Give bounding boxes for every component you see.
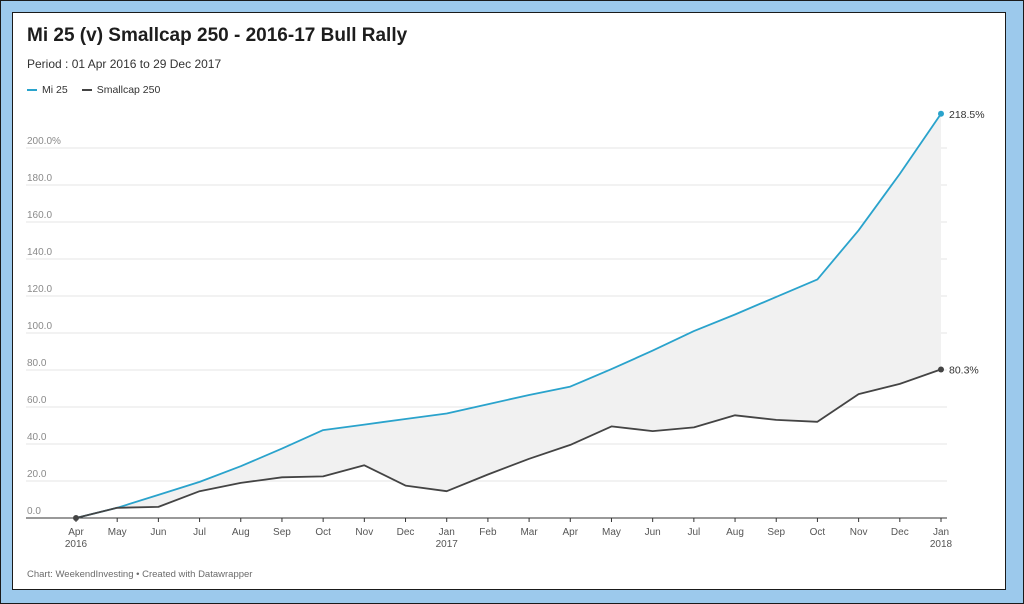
series-line-smallcap xyxy=(75,368,942,519)
line-chart: 0.0 20.0 40.0 60.0 80.0 100.0 120.0 140.0 160.0 1… xyxy=(26,109,985,550)
end-labels: 218.5% 80.3% xyxy=(949,109,985,377)
start-point xyxy=(73,515,79,521)
x-tick-label: Feb xyxy=(479,527,497,538)
series-line-mi25 xyxy=(75,113,942,519)
x-tick-label: Sep xyxy=(767,527,785,538)
x-tick-label: Oct xyxy=(315,527,331,538)
chart-subtitle: Period : 01 Apr 2016 to 29 Dec 2017 xyxy=(27,57,222,71)
series-lines xyxy=(73,110,944,521)
legend-swatch-smallcap xyxy=(81,89,92,91)
y-tick-label: 80.0 xyxy=(27,358,47,369)
x-tick-label: Nov xyxy=(355,527,373,538)
x-tick-label: Mar xyxy=(520,527,538,538)
legend-label-mi25: Mi 25 xyxy=(42,84,68,96)
y-tick-label: 0.0 xyxy=(27,506,41,517)
y-tick-label: 120.0 xyxy=(27,284,52,295)
y-tick-label: 180.0 xyxy=(27,173,52,184)
x-tick-label: Dec xyxy=(891,527,909,538)
x-tick-label: Aug xyxy=(726,527,744,538)
x-axis: Apr May Jun Jul Aug Sep Oct Nov Dec Jan Feb Mar Apr M… xyxy=(65,518,953,550)
chart-legend: Mi 25 Smallcap 250 xyxy=(27,84,160,96)
chart-title: Mi 25 (v) Smallcap 250 - 2016-17 Bull Ra… xyxy=(27,25,408,46)
area-between-series xyxy=(76,113,941,519)
x-tick-label: Aug xyxy=(232,527,250,538)
y-tick-label: 20.0 xyxy=(27,469,47,480)
x-year-label: 2016 xyxy=(65,539,88,550)
end-point-smallcap xyxy=(938,366,944,373)
y-tick-label: 140.0 xyxy=(27,247,52,258)
x-tick-label: Oct xyxy=(810,527,826,538)
x-tick-label: Sep xyxy=(273,527,291,538)
y-tick-label: 40.0 xyxy=(27,432,47,443)
end-point-mi25 xyxy=(938,110,944,117)
y-tick-label: 60.0 xyxy=(27,395,47,406)
x-tick-label: Jun xyxy=(150,527,166,538)
x-year-label: 2017 xyxy=(436,539,459,550)
x-tick-label: Dec xyxy=(397,527,415,538)
x-tick-label: Apr xyxy=(563,527,579,538)
y-axis: 0.0 20.0 40.0 60.0 80.0 100.0 120.0 140.0 160.0 1… xyxy=(27,136,61,517)
x-tick-label: May xyxy=(602,527,621,538)
x-tick-label: Jan xyxy=(933,527,949,538)
x-tick-label: May xyxy=(108,527,127,538)
x-tick-label: Nov xyxy=(850,527,868,538)
y-tick-label: 160.0 xyxy=(27,210,52,221)
x-year-label: 2018 xyxy=(930,539,953,550)
y-tick-label: 100.0 xyxy=(27,321,52,332)
legend-label-smallcap: Smallcap 250 xyxy=(96,84,161,96)
x-tick-label: Apr xyxy=(68,527,84,538)
y-tick-label: 200.0% xyxy=(27,136,61,147)
end-label-smallcap: 80.3% xyxy=(949,364,979,376)
legend-item-mi25: Mi 25 xyxy=(27,84,68,96)
x-tick-label: Jun xyxy=(645,527,661,538)
x-tick-label: Jul xyxy=(687,527,700,538)
area-fill xyxy=(76,113,941,519)
legend-swatch-mi25 xyxy=(27,89,37,91)
legend-item-smallcap: Smallcap 250 xyxy=(81,84,161,96)
chart-footer: Chart: WeekendInvesting • Created with D… xyxy=(27,569,253,580)
end-label-mi25: 218.5% xyxy=(949,109,985,121)
x-tick-label: Jul xyxy=(193,527,206,538)
chart-card: Mi 25 (v) Smallcap 250 - 2016-17 Bull Ra… xyxy=(12,12,1006,590)
x-tick-label: Jan xyxy=(439,527,455,538)
